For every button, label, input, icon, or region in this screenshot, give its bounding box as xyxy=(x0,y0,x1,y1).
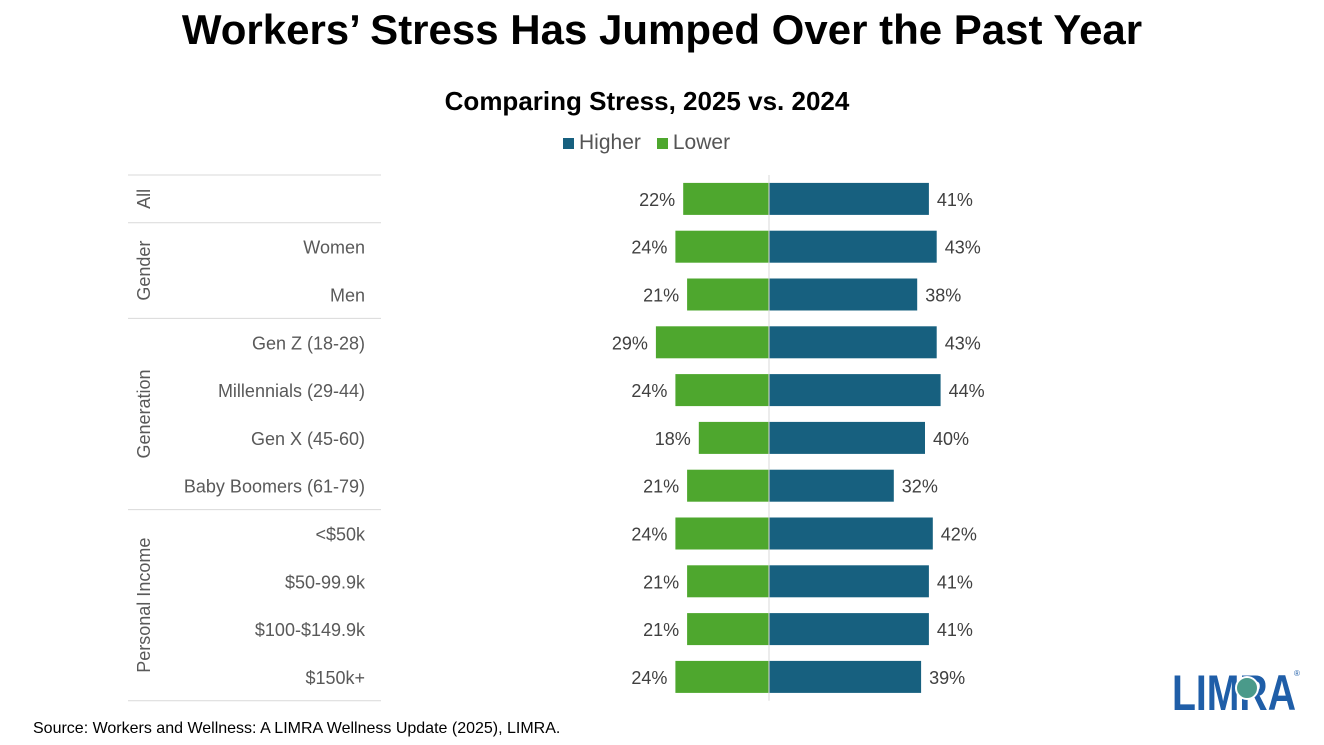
data-label-lower: 24% xyxy=(631,668,667,688)
group-label: Personal Income xyxy=(134,538,154,673)
category-label: Gen Z (18-28) xyxy=(252,333,365,353)
chart-title: Comparing Stress, 2025 vs. 2024 xyxy=(444,86,850,116)
bar-lower xyxy=(687,565,769,598)
data-label-higher: 42% xyxy=(941,525,977,545)
svg-text:LIMRA: LIMRA xyxy=(1172,666,1296,714)
bar-lower xyxy=(687,278,769,311)
data-label-lower: 21% xyxy=(643,572,679,592)
group-label: All xyxy=(134,189,154,209)
legend-label-higher: Higher xyxy=(579,131,641,154)
category-label: Gen X (45-60) xyxy=(251,429,365,449)
data-label-higher: 39% xyxy=(929,668,965,688)
legend-swatch-higher xyxy=(563,137,574,149)
bar-higher xyxy=(769,374,941,407)
bar-higher xyxy=(769,565,929,598)
bar-higher xyxy=(769,182,929,215)
bar-lower xyxy=(675,660,769,693)
data-label-lower: 21% xyxy=(643,620,679,640)
page-title: Workers’ Stress Has Jumped Over the Past… xyxy=(181,6,1143,53)
data-label-higher: 43% xyxy=(945,238,981,258)
data-label-higher: 41% xyxy=(937,572,973,592)
bar-lower xyxy=(687,469,769,502)
category-label: $50-99.9k xyxy=(285,572,366,592)
legend: Higher Lower xyxy=(563,131,730,155)
legend-item-higher: Higher xyxy=(563,131,641,155)
data-label-higher: 38% xyxy=(925,286,961,306)
limra-logo: LIMRA ® xyxy=(1172,666,1300,714)
bar-lower xyxy=(675,517,769,550)
bar-lower xyxy=(675,374,769,407)
source-note: Source: Workers and Wellness: A LIMRA We… xyxy=(33,720,561,737)
data-label-lower: 24% xyxy=(631,381,667,401)
category-label: <$50k xyxy=(315,525,366,545)
data-label-higher: 32% xyxy=(902,477,938,497)
bar-lower xyxy=(698,421,769,454)
legend-item-lower: Lower xyxy=(656,131,731,155)
data-label-lower: 24% xyxy=(631,238,667,258)
data-label-higher: 40% xyxy=(933,429,969,449)
bar-higher xyxy=(769,517,933,550)
data-label-higher: 41% xyxy=(937,190,973,210)
data-label-lower: 21% xyxy=(643,286,679,306)
data-label-lower: 21% xyxy=(643,477,679,497)
data-label-lower: 29% xyxy=(612,333,648,353)
category-label: Baby Boomers (61-79) xyxy=(184,477,365,497)
bar-lower xyxy=(655,326,769,359)
data-label-higher: 44% xyxy=(949,381,985,401)
bar-higher xyxy=(769,230,937,263)
bar-higher xyxy=(769,421,925,454)
data-label-lower: 22% xyxy=(639,190,675,210)
bar-higher xyxy=(769,613,929,646)
bar-higher xyxy=(769,660,922,693)
category-label: Women xyxy=(303,238,365,258)
bar-lower xyxy=(683,182,769,215)
bar-lower xyxy=(687,613,769,646)
group-label: Generation xyxy=(134,369,154,458)
data-label-lower: 18% xyxy=(655,429,691,449)
legend-swatch-lower xyxy=(656,137,668,149)
category-label: $100-$149.9k xyxy=(255,620,366,640)
legend-label-lower: Lower xyxy=(672,131,731,154)
bar-higher xyxy=(769,278,918,311)
group-label: Gender xyxy=(134,241,154,301)
bar-higher xyxy=(769,469,894,502)
category-label: $150k+ xyxy=(305,668,365,688)
data-label-higher: 41% xyxy=(937,620,973,640)
data-label-higher: 43% xyxy=(945,333,981,353)
category-label: Men xyxy=(330,286,365,306)
category-label: Millennials (29-44) xyxy=(218,381,365,401)
bar-higher xyxy=(769,326,937,359)
svg-text:®: ® xyxy=(1294,669,1300,678)
bar-lower xyxy=(675,230,769,263)
data-label-lower: 24% xyxy=(631,525,667,545)
